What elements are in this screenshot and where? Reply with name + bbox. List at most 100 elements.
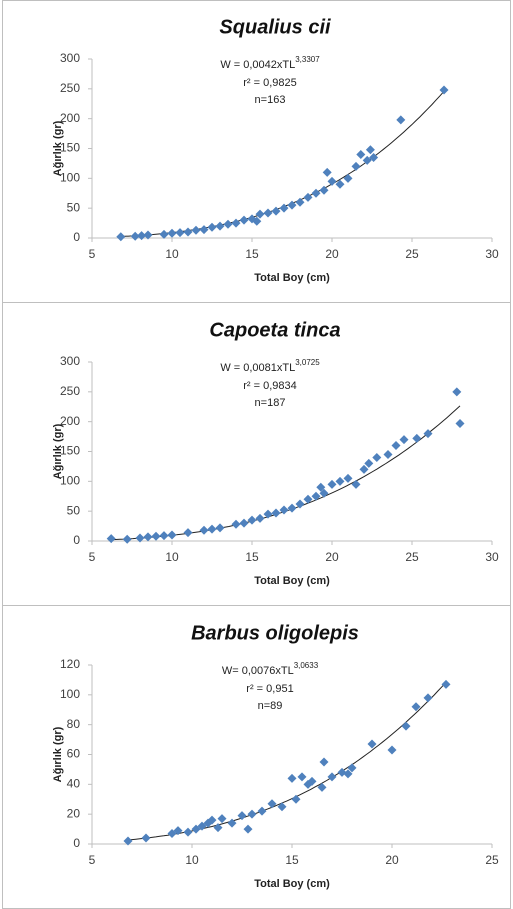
x-tick-label: 25 xyxy=(485,853,499,867)
y-tick-label: 200 xyxy=(60,111,80,125)
data-point xyxy=(183,528,193,538)
data-point xyxy=(175,228,185,238)
data-point xyxy=(369,152,379,162)
data-point xyxy=(199,225,209,235)
data-point xyxy=(455,418,465,428)
y-tick-label: 60 xyxy=(67,747,81,761)
data-point xyxy=(319,757,329,767)
sample-size: n=187 xyxy=(255,397,286,409)
data-point xyxy=(295,499,305,509)
data-point xyxy=(151,531,161,541)
data-point xyxy=(367,739,377,749)
x-axis-title: Total Boy (cm) xyxy=(254,575,330,587)
data-point xyxy=(317,782,327,792)
y-tick-label: 200 xyxy=(60,414,80,428)
data-point xyxy=(297,772,307,782)
data-point xyxy=(252,216,262,226)
y-tick-label: 0 xyxy=(73,533,80,547)
data-point xyxy=(207,815,217,825)
x-tick-label: 30 xyxy=(485,247,499,261)
r-squared: r² = 0,9825 xyxy=(243,77,297,89)
data-point xyxy=(391,441,401,451)
x-tick-label: 5 xyxy=(89,853,96,867)
x-tick-label: 20 xyxy=(325,550,339,564)
data-point xyxy=(343,473,353,483)
equation: W = 0,0042xTL3,3307 xyxy=(220,55,320,71)
data-point xyxy=(319,185,329,195)
y-tick-label: 250 xyxy=(60,384,80,398)
y-tick-label: 120 xyxy=(60,657,80,671)
x-tick-label: 10 xyxy=(185,853,199,867)
data-point xyxy=(207,524,217,534)
data-point xyxy=(359,464,369,474)
x-tick-label: 5 xyxy=(89,550,96,564)
data-point xyxy=(199,525,209,535)
data-point xyxy=(364,458,374,468)
data-point xyxy=(356,149,366,159)
data-point xyxy=(167,530,177,540)
x-tick-label: 5 xyxy=(89,247,96,261)
data-point xyxy=(387,745,397,755)
data-point xyxy=(223,219,233,229)
x-tick-label: 15 xyxy=(245,247,259,261)
data-point xyxy=(343,173,353,183)
data-point xyxy=(231,519,241,529)
data-point xyxy=(411,702,421,712)
data-point xyxy=(303,494,313,504)
data-point xyxy=(316,482,326,492)
x-tick-label: 20 xyxy=(325,247,339,261)
data-point xyxy=(337,767,347,777)
data-point xyxy=(327,772,337,782)
data-point xyxy=(227,818,237,828)
y-tick-label: 50 xyxy=(67,503,81,517)
data-point xyxy=(263,208,273,218)
data-point xyxy=(123,836,133,846)
data-point xyxy=(215,221,225,231)
chart-title: Capoeta tinca xyxy=(209,319,340,341)
x-axis-title: Total Boy (cm) xyxy=(254,272,330,284)
y-axis-title: Ağırlık (gr) xyxy=(52,423,64,479)
data-point xyxy=(303,192,313,202)
y-axis-title: Ağırlık (gr) xyxy=(52,726,64,782)
chart-title: Squalius cii xyxy=(219,16,331,38)
data-point xyxy=(335,179,345,189)
data-point xyxy=(137,231,147,241)
trendline xyxy=(111,405,461,541)
data-point xyxy=(239,215,249,225)
data-point xyxy=(183,827,193,837)
x-axis-title: Total Boy (cm) xyxy=(254,878,330,890)
chart-title: Barbus oligolepis xyxy=(191,622,359,644)
r-squared: r² = 0,9834 xyxy=(243,380,297,392)
data-point xyxy=(287,503,297,513)
equation-text: W= 0,0076xTL xyxy=(222,665,294,677)
data-point xyxy=(167,228,177,238)
trendline xyxy=(127,682,447,841)
data-point xyxy=(396,115,406,125)
data-point xyxy=(311,491,321,501)
data-point xyxy=(159,229,169,239)
data-point xyxy=(351,161,361,171)
trendline xyxy=(120,90,445,237)
data-point xyxy=(423,429,433,439)
data-point xyxy=(213,823,223,833)
data-point xyxy=(351,479,361,489)
data-point xyxy=(243,824,253,834)
x-tick-label: 20 xyxy=(385,853,399,867)
data-point xyxy=(423,693,433,703)
data-point xyxy=(362,155,372,165)
equation-text: W = 0,0042xTL xyxy=(220,59,295,71)
data-point xyxy=(399,435,409,445)
data-point xyxy=(135,533,145,543)
y-tick-label: 40 xyxy=(67,777,81,791)
data-point xyxy=(439,85,449,95)
y-tick-label: 300 xyxy=(60,51,80,65)
data-point xyxy=(279,505,289,515)
equation-exponent: 3,3307 xyxy=(295,55,320,64)
data-point xyxy=(383,449,393,459)
data-point xyxy=(143,230,153,240)
data-point xyxy=(143,532,153,542)
data-point xyxy=(347,763,357,773)
data-point xyxy=(327,176,337,186)
r-squared: r² = 0,951 xyxy=(246,683,293,695)
